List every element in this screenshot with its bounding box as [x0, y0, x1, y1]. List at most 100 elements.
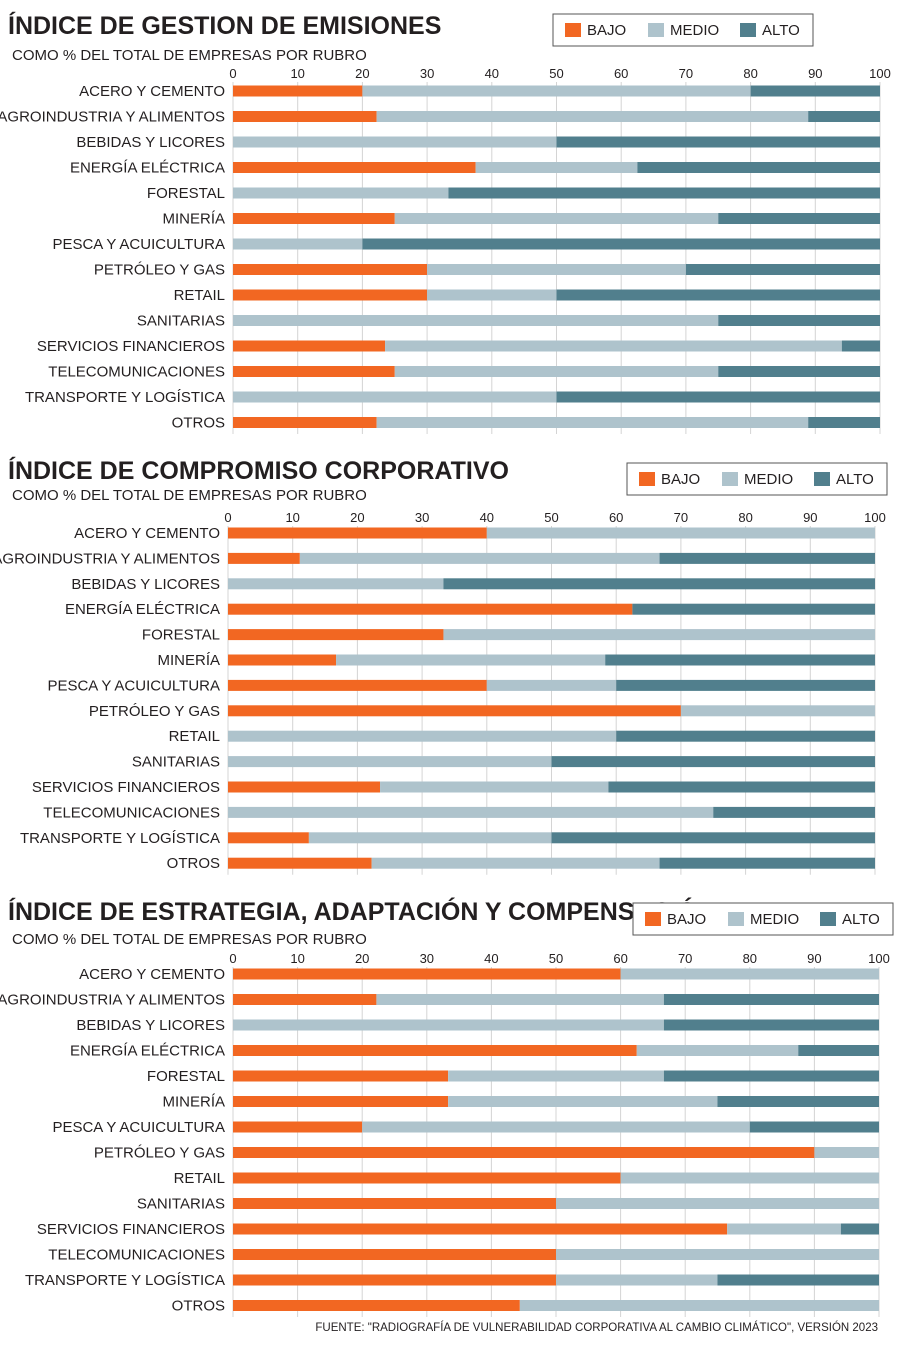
- bar-segment-bajo: [228, 705, 681, 717]
- bar-segment-bajo: [233, 213, 395, 224]
- category-label: BEBIDAS Y LICORES: [71, 576, 220, 593]
- category-label: ACERO Y CEMENTO: [79, 83, 225, 100]
- bar-segment-alto: [663, 994, 879, 1005]
- legend-label-alto: ALTO: [842, 911, 880, 928]
- legend-swatch-medio: [648, 23, 664, 37]
- x-tick-label: 60: [609, 510, 623, 525]
- x-tick-label: 90: [803, 510, 817, 525]
- legend-swatch-medio: [728, 912, 744, 926]
- legend-label-alto: ALTO: [762, 22, 800, 39]
- category-label: ACERO Y CEMENTO: [79, 966, 225, 983]
- bar-segment-medio: [233, 187, 449, 199]
- category-label: BEBIDAS Y LICORES: [76, 1017, 225, 1034]
- legend-swatch-alto: [740, 23, 756, 37]
- category-label: RETAIL: [174, 287, 225, 304]
- x-tick-label: 40: [480, 510, 494, 525]
- bar-segment-bajo: [233, 1172, 621, 1184]
- bar-segment-medio: [427, 289, 557, 301]
- x-tick-label: 20: [355, 951, 369, 966]
- bar-segment-alto: [551, 832, 875, 844]
- bar-segment-alto: [717, 1096, 879, 1107]
- bar-segment-medio: [475, 162, 638, 173]
- bar-segment-alto: [556, 136, 880, 148]
- bar-segment-medio: [620, 1172, 879, 1184]
- category-label: ENERGÍA ELÉCTRICA: [70, 1043, 225, 1060]
- legend-label-alto: ALTO: [836, 471, 874, 488]
- category-label: PETRÓLEO Y GAS: [89, 703, 220, 720]
- legend-label-bajo: BAJO: [661, 471, 700, 488]
- bar-segment-alto: [448, 187, 880, 199]
- bar-segment-medio: [233, 238, 363, 250]
- bar-segment-medio: [636, 1045, 799, 1056]
- chart-subtitle: COMO % DEL TOTAL DE EMPRESAS POR RUBRO: [12, 487, 367, 504]
- chart-title: ÍNDICE DE ESTRATEGIA, ADAPTACIÓN Y COMPE…: [8, 896, 715, 926]
- legend-swatch-bajo: [565, 23, 581, 37]
- legend-label-medio: MEDIO: [670, 22, 719, 39]
- category-label: OTROS: [167, 855, 220, 872]
- bar-segment-bajo: [233, 417, 377, 428]
- legend: BAJO MEDIO ALTO: [632, 902, 894, 936]
- bar-segment-medio: [380, 781, 609, 793]
- bar-segment-alto: [718, 366, 880, 377]
- legend-label-bajo: BAJO: [667, 911, 706, 928]
- x-tick-label: 70: [678, 951, 692, 966]
- bar-segment-bajo: [233, 1096, 449, 1107]
- category-label: ENERGÍA ELÉCTRICA: [70, 160, 225, 177]
- bar-segment-medio: [443, 629, 875, 641]
- x-tick-label: 90: [808, 66, 822, 81]
- bar-segment-bajo: [233, 1198, 556, 1209]
- bar-segment-alto: [798, 1045, 879, 1056]
- bar-segment-medio: [233, 315, 719, 326]
- bar-segment-alto: [808, 417, 880, 428]
- legend-label-bajo: BAJO: [587, 22, 626, 39]
- bar-segment-medio: [233, 136, 557, 148]
- bar-segment-medio: [336, 654, 606, 666]
- bar-segment-bajo: [233, 111, 377, 122]
- bar-segment-alto: [556, 289, 880, 301]
- bar-segment-medio: [228, 806, 714, 818]
- legend-box: [632, 902, 894, 936]
- bar-segment-alto: [616, 679, 875, 691]
- x-tick-label: 20: [355, 66, 369, 81]
- category-label: PESCA Y ACUICULTURA: [52, 236, 225, 253]
- x-tick-label: 80: [743, 951, 757, 966]
- x-tick-label: 80: [743, 66, 757, 81]
- bar-segment-medio: [394, 366, 719, 377]
- x-tick-label: 10: [290, 951, 304, 966]
- category-label: TRANSPORTE Y LOGÍSTICA: [25, 389, 225, 406]
- category-label: MINERÍA: [162, 1094, 225, 1111]
- category-label: TELECOMUNICACIONES: [43, 804, 220, 821]
- x-tick-label: 50: [549, 951, 563, 966]
- bar-segment-bajo: [233, 1147, 815, 1158]
- bar-segment-medio: [228, 756, 552, 768]
- bar-segment-alto: [718, 213, 880, 224]
- bar-segment-medio: [556, 1198, 879, 1209]
- category-label: SERVICIOS FINANCIEROS: [32, 779, 220, 796]
- legend-label-medio: MEDIO: [750, 911, 799, 928]
- bar-segment-alto: [362, 238, 880, 250]
- x-tick-label: 10: [285, 510, 299, 525]
- x-tick-label: 80: [738, 510, 752, 525]
- bar-segment-bajo: [228, 857, 372, 869]
- bar-segment-bajo: [233, 162, 476, 173]
- bar-segment-alto: [608, 781, 875, 793]
- bar-segment-bajo: [233, 289, 428, 301]
- category-label: TELECOMUNICACIONES: [48, 364, 225, 381]
- chart-subtitle: COMO % DEL TOTAL DE EMPRESAS POR RUBRO: [12, 47, 367, 64]
- x-tick-label: 100: [868, 951, 890, 966]
- x-tick-label: 0: [229, 66, 236, 81]
- bar-segment-medio: [486, 679, 617, 691]
- bar-segment-alto: [840, 1223, 879, 1235]
- bar-segment-medio: [727, 1223, 841, 1235]
- x-tick-label: 70: [679, 66, 693, 81]
- bar-segment-bajo: [233, 340, 386, 352]
- bar-segment-alto: [632, 603, 875, 615]
- legend: BAJO MEDIO ALTO: [626, 462, 888, 496]
- bar-segment-medio: [371, 857, 660, 869]
- bar-segment-medio: [385, 340, 842, 352]
- category-label: SANITARIAS: [137, 1196, 225, 1213]
- bar-segment-bajo: [228, 654, 337, 666]
- bar-segment-alto: [605, 654, 875, 666]
- x-tick-label: 20: [350, 510, 364, 525]
- category-label: AGROINDUSTRIA Y ALIMENTOS: [0, 109, 225, 126]
